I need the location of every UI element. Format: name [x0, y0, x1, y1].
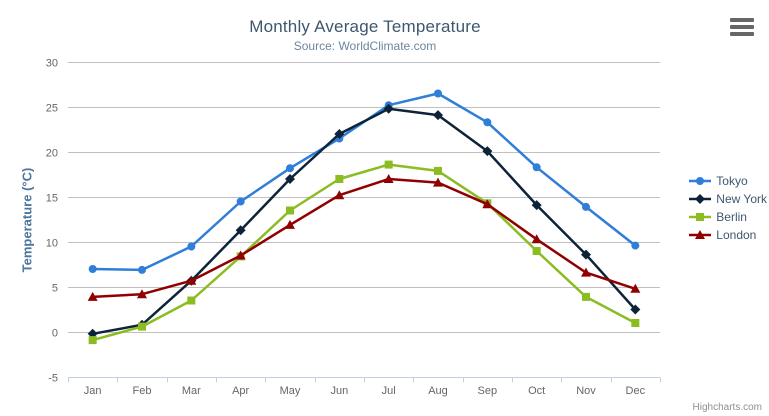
data-point-triangle[interactable] — [581, 267, 591, 277]
data-point-circle[interactable] — [532, 163, 541, 172]
y-axis-tick-label: 20 — [46, 148, 58, 160]
x-axis-tick-label: Jan — [84, 385, 102, 397]
data-point-square[interactable] — [384, 160, 393, 169]
data-point-diamond[interactable] — [235, 225, 246, 236]
data-point-square[interactable] — [335, 175, 344, 183]
data-point-triangle[interactable] — [285, 219, 295, 229]
data-point-diamond[interactable] — [334, 129, 345, 139]
data-point-square[interactable] — [532, 247, 541, 255]
x-axis-tick-label: Aug — [428, 385, 448, 397]
legend-item-berlin[interactable]: Berlin — [689, 210, 767, 224]
x-axis-tick-label: Apr — [232, 385, 249, 397]
x-axis-tick-label: Oct — [528, 385, 545, 397]
legend-label: Tokyo — [716, 174, 748, 188]
y-axis-tick-label: 30 — [46, 58, 58, 70]
data-point-diamond[interactable] — [433, 110, 443, 121]
legend-label: Berlin — [716, 210, 747, 224]
x-axis-tick-label: Nov — [576, 385, 596, 397]
credits-link[interactable]: Highcharts.com — [692, 402, 762, 413]
legend-item-tokyo[interactable]: Tokyo — [689, 174, 767, 188]
x-axis-tick-label: Sep — [478, 385, 498, 397]
legend-item-london[interactable]: London — [689, 228, 767, 242]
y-axis-tick-label: -5 — [48, 373, 58, 385]
x-axis-tick-label: Dec — [626, 385, 646, 397]
data-point-circle[interactable] — [631, 241, 640, 250]
x-axis-tick-label: Feb — [133, 385, 152, 397]
data-point-square[interactable] — [286, 206, 294, 215]
series-line-new-york[interactable] — [91, 107, 637, 336]
data-point-diamond[interactable] — [482, 146, 493, 157]
series-line-tokyo[interactable] — [91, 92, 637, 272]
y-axis-title: Temperature (°C) — [19, 167, 35, 273]
data-point-diamond[interactable] — [383, 103, 394, 114]
x-axis-tick-label: May — [280, 385, 301, 397]
y-axis-tick-label: 25 — [46, 103, 58, 115]
y-axis-tick-label: 0 — [52, 328, 58, 340]
data-point-square[interactable] — [434, 166, 442, 175]
data-point-triangle[interactable] — [334, 190, 345, 200]
legend-label: London — [716, 228, 757, 242]
legend-label: New York — [716, 192, 767, 206]
series-line-berlin[interactable] — [91, 163, 637, 342]
x-axis-tick-label: Mar — [182, 385, 201, 397]
data-point-circle[interactable] — [236, 197, 245, 206]
legend-marker-diamond-icon — [689, 194, 712, 204]
data-point-diamond[interactable] — [285, 174, 295, 184]
y-axis-tick-label: 15 — [46, 193, 58, 205]
y-axis-tick-label: 5 — [52, 283, 58, 295]
data-point-square[interactable] — [138, 322, 146, 331]
legend: Tokyo New York Berlin London — [689, 174, 767, 242]
data-point-circle[interactable] — [483, 118, 492, 127]
data-point-circle[interactable] — [286, 164, 294, 173]
x-axis-tick-label: Jul — [382, 385, 396, 397]
data-point-diamond[interactable] — [581, 249, 591, 260]
data-point-circle[interactable] — [88, 265, 97, 273]
chart-subtitle: Source: WorldClimate.com — [293, 39, 437, 53]
data-point-square[interactable] — [582, 292, 590, 301]
series-line-london[interactable] — [91, 177, 637, 299]
x-axis-tick-label: Jun — [330, 385, 348, 397]
data-point-triangle[interactable] — [531, 234, 542, 244]
data-point-triangle[interactable] — [383, 174, 394, 183]
data-point-triangle[interactable] — [630, 283, 641, 293]
data-point-circle[interactable] — [187, 242, 196, 251]
data-point-diamond[interactable] — [531, 200, 542, 211]
legend-item-new-york[interactable]: New York — [689, 192, 767, 206]
data-point-triangle[interactable] — [87, 291, 98, 301]
legend-marker-square-icon — [689, 213, 712, 221]
data-point-square[interactable] — [696, 213, 705, 221]
legend-marker-circle-icon — [689, 177, 712, 185]
chart-title: Monthly Average Temperature — [249, 17, 481, 36]
data-point-circle[interactable] — [696, 177, 705, 185]
data-point-circle[interactable] — [434, 89, 442, 98]
export-menu-button[interactable] — [729, 15, 755, 39]
data-point-triangle[interactable] — [137, 289, 147, 299]
legend-marker-triangle-icon — [689, 230, 712, 239]
data-point-diamond[interactable] — [695, 194, 706, 204]
data-point-square[interactable] — [631, 319, 640, 327]
data-point-diamond[interactable] — [630, 304, 641, 315]
y-axis-tick-label: 10 — [46, 238, 58, 250]
data-point-triangle[interactable] — [186, 275, 197, 285]
data-point-square[interactable] — [88, 336, 97, 345]
data-point-triangle[interactable] — [235, 250, 246, 260]
hamburger-icon — [730, 18, 754, 36]
data-point-circle[interactable] — [582, 202, 590, 211]
data-point-triangle[interactable] — [433, 177, 443, 187]
data-point-circle[interactable] — [138, 265, 146, 274]
data-point-square[interactable] — [187, 296, 196, 305]
data-point-triangle[interactable] — [695, 230, 706, 239]
data-point-triangle[interactable] — [482, 199, 493, 209]
